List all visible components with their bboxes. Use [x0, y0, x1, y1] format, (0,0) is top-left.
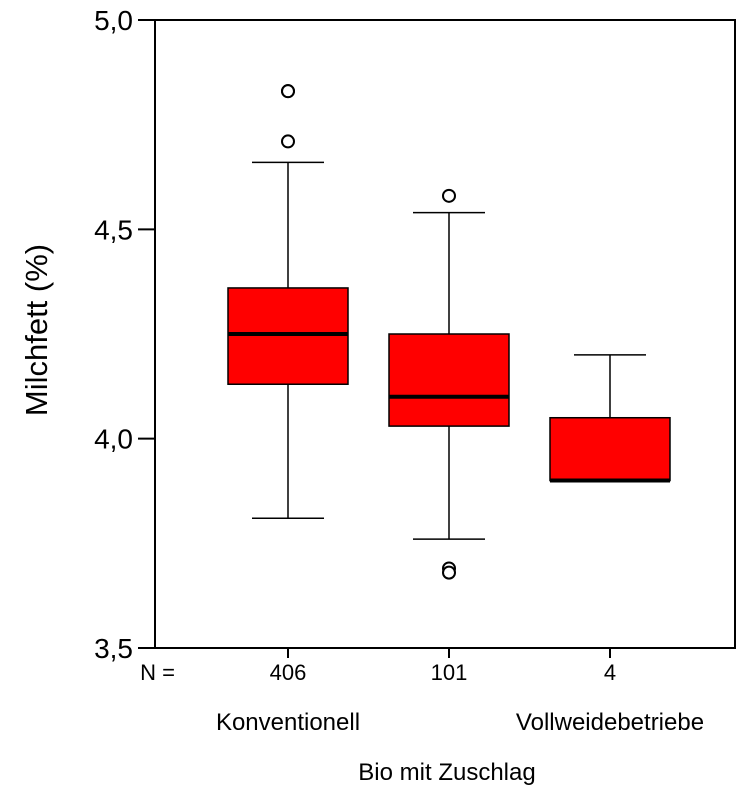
outlier-point: [281, 134, 295, 149]
box-group: [227, 84, 349, 519]
y-axis-title: Milchfett (%): [19, 244, 54, 416]
n-prefix-label: N =: [140, 660, 175, 685]
y-axis: 3,5 4,0 4,5 5,0: [94, 5, 155, 664]
iqr-box: [549, 416, 671, 482]
n-count-label: 406: [270, 660, 307, 685]
category-label: Konventionell: [216, 709, 360, 736]
y-tick-label: 4,5: [94, 214, 133, 245]
plot-frame: [154, 19, 736, 649]
category-label: Vollweidebetriebe: [516, 709, 704, 736]
box-group: [388, 188, 510, 580]
iqr-box: [388, 333, 510, 427]
iqr-box: [227, 287, 349, 385]
n-row: N = 406 101 4: [140, 648, 616, 685]
outlier-point: [442, 565, 456, 580]
x-axis-title: Bio mit Zuschlag: [358, 759, 535, 786]
outlier-point: [442, 188, 456, 203]
category-labels: Konventionell Vollweidebetriebe: [216, 709, 704, 736]
n-count-label: 101: [431, 660, 468, 685]
y-tick-label: 3,5: [94, 633, 133, 664]
outlier-point: [281, 84, 295, 99]
boxes: [227, 84, 671, 580]
y-tick-label: 5,0: [94, 5, 133, 36]
box-group: [549, 354, 671, 483]
y-tick-label: 4,0: [94, 424, 133, 455]
n-count-label: 4: [604, 660, 616, 685]
